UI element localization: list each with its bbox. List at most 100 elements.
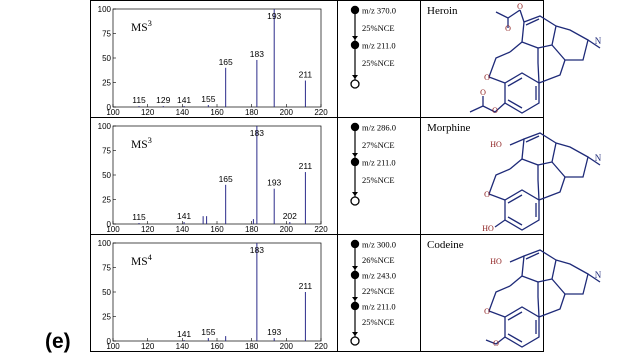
structure-panel: Morphine N O HO HO bbox=[427, 122, 602, 233]
y-tick-label: 25 bbox=[102, 196, 111, 205]
column-divider bbox=[337, 0, 338, 352]
column-divider bbox=[420, 0, 421, 352]
peak-label: 211 bbox=[299, 281, 313, 291]
x-tick-label: 100 bbox=[106, 108, 120, 117]
bond bbox=[507, 77, 523, 87]
pathway-step-text: m/z 370.0 bbox=[362, 6, 396, 16]
bond bbox=[521, 132, 557, 166]
oxygen-atom: O bbox=[484, 190, 490, 199]
oxygen-atom: O bbox=[484, 307, 490, 316]
pathway-step-text: m/z 211.0 bbox=[362, 158, 396, 168]
bond bbox=[587, 39, 601, 49]
mass-spectrum-chart: 0 25 50 75 100 100 120 140 160 180 200 220 115 141 165… bbox=[98, 122, 329, 234]
precursor-node bbox=[350, 270, 360, 280]
precursor-node bbox=[350, 122, 360, 132]
x-tick-label: 180 bbox=[245, 108, 259, 117]
bond bbox=[551, 142, 589, 178]
y-tick-label: 100 bbox=[98, 122, 112, 131]
bond bbox=[538, 59, 566, 84]
x-tick-label: 220 bbox=[314, 225, 328, 234]
panel-label: (e) bbox=[45, 330, 71, 353]
peak-label: 211 bbox=[299, 161, 313, 171]
peak-label: 202 bbox=[283, 211, 297, 221]
y-tick-label: 0 bbox=[107, 103, 112, 112]
bond bbox=[488, 285, 511, 318]
bond bbox=[469, 9, 525, 113]
y-tick-label: 0 bbox=[107, 337, 112, 346]
hydroxyl-group: HO bbox=[490, 140, 502, 149]
pathway-step-text: m/z 300.0 bbox=[362, 240, 396, 250]
molecule-structure: N O HO HO bbox=[482, 132, 602, 233]
product-node bbox=[350, 79, 360, 89]
peak-label: 193 bbox=[267, 178, 281, 188]
fragmentation-pathway: m/z 370.0 25%NCE m/z 211.0 25%NCE bbox=[350, 5, 396, 89]
arrow-head bbox=[352, 153, 358, 157]
precursor-node bbox=[350, 5, 360, 15]
bond bbox=[538, 176, 566, 201]
ms-stage-label: MS3 bbox=[131, 18, 152, 34]
pathway-step-text: 26%NCE bbox=[362, 255, 395, 265]
y-tick-label: 25 bbox=[102, 79, 111, 88]
bond bbox=[551, 25, 589, 61]
compound-name: Codeine bbox=[427, 239, 464, 251]
x-tick-label: 160 bbox=[210, 342, 224, 351]
x-tick-label: 120 bbox=[141, 108, 155, 117]
arrow-head bbox=[352, 75, 358, 79]
bond bbox=[507, 333, 523, 343]
fragmentation-pathway: m/z 300.0 26%NCE m/z 243.0 22%NCE m/z 211.0 2… bbox=[350, 239, 396, 346]
peak-label: 115 bbox=[132, 95, 146, 105]
pathway-step-text: 25%NCE bbox=[362, 58, 395, 68]
bond bbox=[495, 9, 521, 28]
x-tick-label: 120 bbox=[141, 342, 155, 351]
x-tick-label: 100 bbox=[106, 342, 120, 351]
oxygen-atom: O bbox=[493, 339, 499, 348]
peak-label: 183 bbox=[250, 49, 264, 59]
mass-spectrum-chart: 0 25 50 75 100 100 120 140 160 180 200 220 115 129 141… bbox=[98, 5, 329, 117]
mass-spectrum-chart: 0 25 50 75 100 100 120 140 160 180 200 220 141 155 183… bbox=[98, 239, 329, 351]
x-tick-label: 200 bbox=[280, 342, 294, 351]
product-node bbox=[350, 336, 360, 346]
y-tick-label: 75 bbox=[102, 30, 111, 39]
y-tick-label: 50 bbox=[102, 54, 111, 63]
bond bbox=[504, 72, 540, 114]
hydroxyl-group: HO bbox=[490, 257, 502, 266]
arrow-head bbox=[352, 332, 358, 336]
bond bbox=[507, 311, 523, 321]
x-tick-label: 160 bbox=[210, 225, 224, 234]
x-tick-label: 220 bbox=[314, 108, 328, 117]
row: 0 25 50 75 100 100 120 140 160 180 200 220 141 155 183… bbox=[98, 239, 602, 351]
x-tick-label: 120 bbox=[141, 225, 155, 234]
bond bbox=[507, 99, 523, 109]
figure-table-border bbox=[90, 0, 544, 352]
peak-label: 141 bbox=[177, 329, 191, 339]
row-divider bbox=[90, 117, 544, 118]
precursor-node bbox=[350, 239, 360, 249]
arrow-head bbox=[352, 266, 358, 270]
fragmentation-pathway: m/z 286.0 27%NCE m/z 211.0 25%NCE bbox=[350, 122, 396, 206]
precursor-node bbox=[350, 301, 360, 311]
bond bbox=[587, 273, 601, 283]
bond bbox=[485, 255, 525, 345]
pathway-step-text: 25%NCE bbox=[362, 175, 395, 185]
bond bbox=[538, 293, 566, 318]
peak-label: 183 bbox=[250, 128, 264, 138]
nitrogen-atom: N bbox=[595, 153, 602, 163]
peak-label: 193 bbox=[267, 11, 281, 21]
pathway-step-text: 22%NCE bbox=[362, 286, 395, 296]
precursor-node bbox=[350, 157, 360, 167]
x-tick-label: 180 bbox=[245, 342, 259, 351]
nitrogen-atom: N bbox=[595, 36, 602, 46]
bond bbox=[587, 156, 601, 166]
compound-name: Morphine bbox=[427, 122, 471, 134]
arrow-head bbox=[352, 36, 358, 40]
bond bbox=[525, 18, 540, 26]
x-tick-label: 140 bbox=[176, 225, 190, 234]
y-tick-label: 100 bbox=[98, 239, 112, 248]
bond bbox=[488, 51, 511, 84]
oxygen-atom: O bbox=[484, 73, 490, 82]
peak-label: 211 bbox=[299, 70, 313, 80]
